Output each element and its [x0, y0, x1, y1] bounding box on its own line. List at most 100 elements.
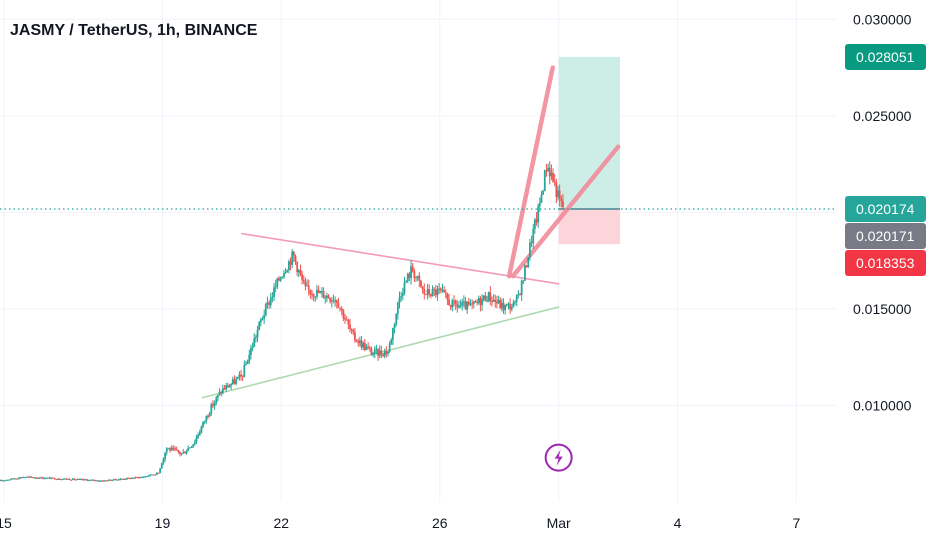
- candle-body: [75, 479, 77, 481]
- candle-body: [203, 421, 206, 423]
- candle-body: [83, 479, 86, 481]
- candle-body: [362, 343, 365, 348]
- candle-body: [497, 299, 500, 304]
- candle-body: [197, 435, 200, 438]
- candle-body: [284, 272, 287, 274]
- candle-body: [550, 172, 553, 177]
- candle-body: [4, 480, 6, 482]
- candle-body: [291, 251, 294, 265]
- candle-body: [512, 302, 515, 308]
- candle-body: [5, 479, 8, 481]
- candle-body: [51, 477, 54, 479]
- candle-body: [113, 479, 115, 481]
- candle-body: [48, 477, 51, 479]
- candle-body: [387, 351, 389, 354]
- candle-body: [319, 291, 322, 294]
- candle-body: [136, 477, 138, 479]
- candle-body: [350, 329, 353, 331]
- candle-body: [413, 271, 416, 278]
- candle-body: [116, 479, 119, 481]
- candle-body: [330, 300, 333, 302]
- candle-body: [35, 477, 38, 479]
- candle-body: [474, 301, 477, 303]
- bolt-icon: [544, 443, 573, 472]
- candle-body: [93, 479, 95, 481]
- candle-body: [210, 404, 213, 414]
- candle-body: [530, 242, 533, 244]
- candle-body: [50, 477, 53, 479]
- candle-body: [401, 293, 404, 297]
- price-badge-entry: [845, 223, 926, 250]
- candle-body: [108, 479, 110, 481]
- candle-body: [515, 295, 518, 302]
- candle-body: [322, 290, 325, 299]
- candle-body: [18, 477, 21, 479]
- candle-body: [261, 318, 264, 320]
- candle-body: [236, 376, 239, 380]
- candle-body: [274, 286, 277, 288]
- candle-body: [63, 478, 66, 480]
- candle-body: [289, 261, 292, 265]
- candle-body: [250, 348, 252, 355]
- candle-body: [482, 295, 485, 299]
- candle-body: [98, 480, 100, 482]
- candle-body: [179, 451, 181, 454]
- candle-body: [96, 480, 99, 482]
- candle-body: [109, 479, 112, 481]
- candle-body: [256, 329, 259, 338]
- price-badge-target: [845, 43, 926, 70]
- candle-body: [538, 202, 541, 206]
- candle-body: [555, 182, 558, 197]
- candle-body: [499, 299, 502, 308]
- candle-body: [345, 319, 348, 321]
- candle-body: [25, 476, 28, 478]
- candle-body: [40, 477, 43, 479]
- candle-body: [273, 287, 275, 297]
- candle-body: [540, 194, 543, 203]
- candle-body: [17, 478, 20, 480]
- candle-body: [286, 270, 289, 273]
- x-tick-label: 4: [674, 515, 682, 531]
- candle-body: [439, 288, 442, 291]
- trendline-resistance: [240, 232, 560, 285]
- candle-body: [205, 415, 208, 422]
- candle-body: [89, 479, 92, 481]
- candle-body: [416, 275, 419, 278]
- candle-body: [258, 322, 261, 330]
- trendlines: [201, 65, 621, 399]
- icons: [544, 443, 573, 472]
- candle-body: [122, 478, 125, 480]
- candle-body: [193, 442, 196, 445]
- candle-body: [165, 448, 168, 453]
- candle-body: [235, 379, 237, 384]
- candle-body: [55, 479, 58, 481]
- candle-body: [144, 476, 147, 478]
- candle-body: [170, 447, 173, 451]
- candle-body: [535, 219, 538, 223]
- candle-body: [365, 346, 368, 350]
- candle-body: [342, 309, 345, 319]
- candle-body: [524, 265, 526, 281]
- candle-body: [127, 477, 130, 479]
- candle-body: [527, 257, 530, 267]
- candle-body: [443, 289, 445, 293]
- candle-body: [58, 478, 61, 480]
- candle-body: [154, 474, 157, 476]
- candle-body: [141, 476, 143, 478]
- candle-body: [251, 346, 254, 349]
- target-zone: [558, 56, 621, 210]
- candle-body: [32, 477, 34, 479]
- stop-zone: [558, 209, 621, 245]
- candle-body: [37, 477, 39, 479]
- candle-body: [481, 298, 483, 306]
- candle-body: [548, 167, 551, 177]
- candle-body: [363, 343, 366, 350]
- candle-body: [28, 476, 31, 478]
- candle-body: [152, 474, 155, 476]
- candle-body: [375, 348, 378, 350]
- candle-body: [469, 303, 472, 305]
- candle-body: [461, 301, 464, 306]
- candle-body: [117, 479, 120, 481]
- candle-body: [61, 478, 64, 480]
